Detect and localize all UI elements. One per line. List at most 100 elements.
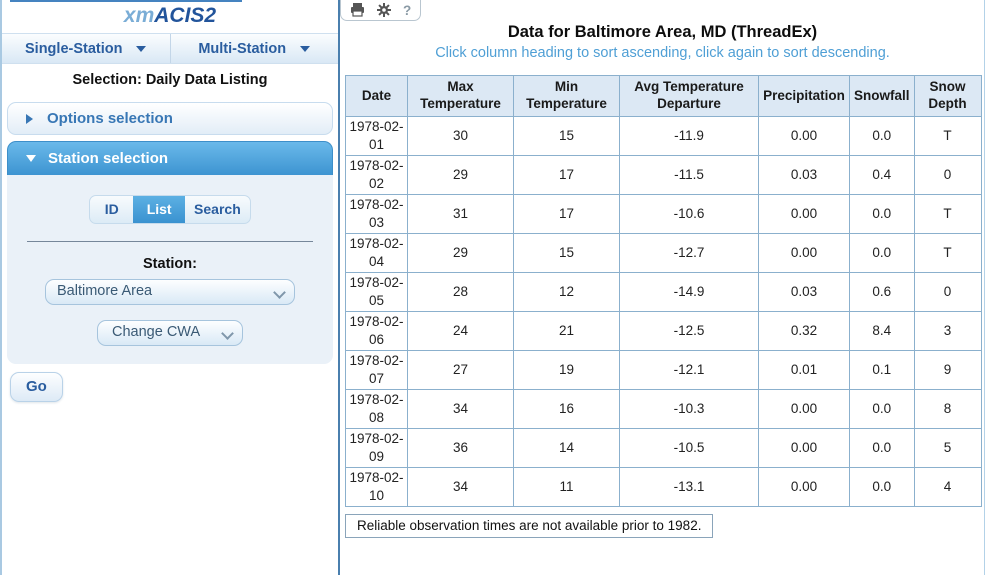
table-cell: 0.6	[849, 272, 915, 312]
panel-divider	[338, 0, 340, 575]
station-picker-tabs: ID List Search	[89, 195, 251, 224]
table-cell: -13.1	[619, 467, 759, 507]
divider	[27, 241, 313, 242]
table-cell: 29	[407, 233, 514, 273]
table-cell: -12.1	[619, 350, 759, 390]
multi-station-menu-button[interactable]: Multi-Station	[171, 34, 339, 63]
station-selection-panel: ID List Search Station: Baltimore Area C…	[7, 175, 333, 364]
table-row: 1978-02-07 27 19 -12.1 0.01 0.1 9	[345, 350, 982, 390]
table-cell: 12	[513, 272, 620, 312]
table-cell: 0.01	[758, 350, 850, 390]
table-row: 1978-02-05 28 12 -14.9 0.03 0.6 0	[345, 272, 982, 312]
table-cell: 21	[513, 311, 620, 351]
triangle-right-icon	[26, 113, 33, 124]
station-select[interactable]: Baltimore Area	[45, 279, 295, 305]
table-cell: 0.00	[758, 428, 850, 468]
table-cell: 0.00	[758, 116, 850, 156]
table-cell: 0.0	[849, 194, 915, 234]
table-cell: 0.00	[758, 389, 850, 429]
table-cell: 1978-02-01	[345, 116, 408, 156]
table-cell: 1978-02-08	[345, 389, 408, 429]
tab-search[interactable]: Search	[194, 201, 241, 217]
station-selection-label: Station selection	[48, 150, 169, 167]
change-cwa-select[interactable]: Change CWA	[97, 320, 243, 346]
column-header[interactable]: Min Temperature	[513, 75, 620, 117]
table-cell: 0.00	[758, 467, 850, 507]
table-row: 1978-02-10 34 11 -13.1 0.00 0.0 4	[345, 467, 982, 507]
column-header[interactable]: Precipitation	[758, 75, 850, 117]
go-button[interactable]: Go	[10, 372, 63, 402]
tab-id[interactable]: ID	[104, 201, 119, 217]
table-cell: 0.00	[758, 233, 850, 273]
table-cell: 0.0	[849, 467, 915, 507]
table-header-row: Date Max Temperature Min Temperature Avg Te…	[345, 75, 982, 117]
table-cell: -10.6	[619, 194, 759, 234]
app-logo: xmACIS2	[2, 0, 338, 33]
station-select-value: Baltimore Area	[57, 283, 153, 299]
table-cell: 8.4	[849, 311, 915, 351]
multi-station-label: Multi-Station	[198, 41, 287, 57]
app-logo-suffix: ACIS2	[154, 4, 217, 27]
column-header[interactable]: Date	[345, 75, 408, 117]
table-cell: 30	[407, 116, 514, 156]
table-cell: 0.0	[849, 233, 915, 273]
table-cell: 15	[513, 116, 620, 156]
sort-hint-text: Click column heading to sort ascending, …	[435, 45, 890, 61]
single-station-menu-button[interactable]: Single-Station	[2, 34, 171, 63]
table-cell: 27	[407, 350, 514, 390]
table-cell: 3	[913, 311, 982, 351]
results-toolbar: ?	[340, 0, 422, 21]
table-cell: T	[913, 116, 982, 156]
change-cwa-value: Change CWA	[112, 324, 201, 340]
table-cell: 24	[407, 311, 514, 351]
table-cell: 0.4	[849, 155, 915, 195]
table-cell: 19	[513, 350, 620, 390]
station-mode-menu: Single-Station Multi-Station	[2, 33, 338, 64]
chevron-down-icon	[300, 46, 311, 53]
triangle-down-icon	[26, 155, 36, 162]
printer-icon[interactable]	[350, 3, 365, 17]
observation-note: Reliable observation times are not avail…	[345, 514, 714, 538]
single-station-label: Single-Station	[25, 41, 123, 57]
table-cell: 28	[407, 272, 514, 312]
column-header[interactable]: Snowfall	[849, 75, 915, 117]
options-selection-accordion[interactable]: Options selection	[7, 102, 333, 135]
table-cell: -12.7	[619, 233, 759, 273]
table-row: 1978-02-03 31 17 -10.6 0.00 0.0 T	[345, 194, 982, 234]
station-selection-accordion[interactable]: Station selection	[7, 141, 333, 175]
panel-top-border	[10, 0, 242, 2]
column-header[interactable]: Avg Temperature Departure	[619, 75, 759, 117]
table-cell: 34	[407, 467, 514, 507]
app-logo-prefix: xm	[123, 4, 155, 27]
table-cell: -12.5	[619, 311, 759, 351]
table-cell: 9	[913, 350, 982, 390]
column-header[interactable]: Max Temperature	[407, 75, 514, 117]
current-selection-label: Selection: Daily Data Listing	[2, 64, 338, 97]
help-icon[interactable]: ?	[403, 2, 412, 18]
table-row: 1978-02-01 30 15 -11.9 0.00 0.0 T	[345, 116, 982, 156]
table-row: 1978-02-06 24 21 -12.5 0.32 8.4 3	[345, 311, 982, 351]
table-cell: 17	[513, 155, 620, 195]
left-sidebar: xmACIS2 Single-Station Multi-Station Sel…	[0, 0, 338, 575]
options-selection-label: Options selection	[47, 110, 173, 127]
table-cell: 1978-02-09	[345, 428, 408, 468]
chevron-down-icon	[136, 46, 147, 53]
table-cell: -10.3	[619, 389, 759, 429]
gear-icon[interactable]	[377, 3, 391, 17]
table-cell: 0.0	[849, 389, 915, 429]
table-cell: 16	[513, 389, 620, 429]
column-header[interactable]: Snow Depth	[913, 75, 982, 117]
station-field-label: Station:	[143, 256, 197, 272]
data-table: Date Max Temperature Min Temperature Avg Te…	[345, 75, 982, 507]
table-row: 1978-02-02 29 17 -11.5 0.03 0.4 0	[345, 155, 982, 195]
tab-list[interactable]: List	[133, 196, 185, 223]
table-cell: 0.1	[849, 350, 915, 390]
table-cell: T	[913, 194, 982, 234]
table-cell: 1978-02-07	[345, 350, 408, 390]
table-cell: 29	[407, 155, 514, 195]
table-cell: 5	[913, 428, 982, 468]
table-cell: 36	[407, 428, 514, 468]
table-cell: 4	[913, 467, 982, 507]
table-cell: 0.00	[758, 194, 850, 234]
table-cell: 1978-02-03	[345, 194, 408, 234]
